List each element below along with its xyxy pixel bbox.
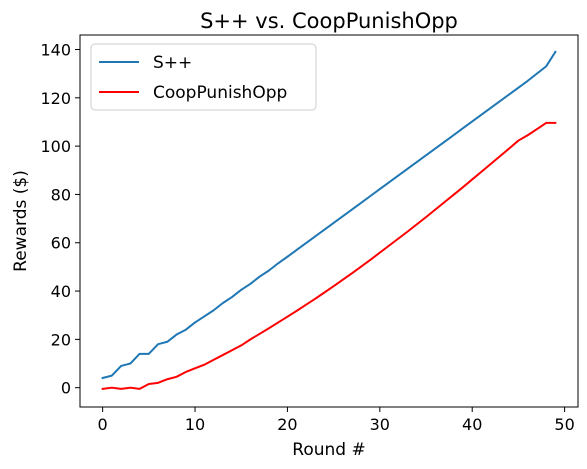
legend: S++ CoopPunishOpp <box>90 43 317 111</box>
x-axis-label: Round # <box>292 440 365 460</box>
legend-label: S++ <box>153 53 192 73</box>
y-tick-label: 0 <box>61 379 71 398</box>
x-tick-label: 10 <box>185 415 205 434</box>
y-tick-label: 20 <box>51 330 71 349</box>
series-line-0 <box>101 50 557 380</box>
plot-frame <box>79 34 579 408</box>
y-tick-label: 120 <box>40 89 71 108</box>
x-tick-label: 0 <box>98 415 108 434</box>
series-line-1 <box>101 121 557 391</box>
x-tick-label: 30 <box>370 415 390 434</box>
x-axis: 0 10 20 30 40 50 <box>98 407 575 434</box>
y-axis-label: Rewards ($) <box>11 170 31 272</box>
y-tick-label: 60 <box>51 234 71 253</box>
x-tick-label: 20 <box>277 415 297 434</box>
legend-items: S++ CoopPunishOpp <box>99 53 287 103</box>
y-axis: 0 20 40 60 80 100 120 140 <box>40 40 80 398</box>
y-tick-label: 80 <box>51 185 71 204</box>
series-layer <box>101 50 557 391</box>
legend-label: CoopPunishOpp <box>153 83 287 103</box>
x-tick-label: 50 <box>554 415 574 434</box>
y-tick-label: 40 <box>51 282 71 301</box>
y-tick-label: 100 <box>40 137 71 156</box>
plot-area: 0 10 20 30 40 50 0 20 40 60 80 100 120 140 <box>40 34 579 434</box>
y-tick-label: 140 <box>40 40 71 59</box>
chart-title: S++ vs. CoopPunishOpp <box>200 9 458 33</box>
x-tick-label: 40 <box>462 415 482 434</box>
legend-frame <box>90 43 317 111</box>
